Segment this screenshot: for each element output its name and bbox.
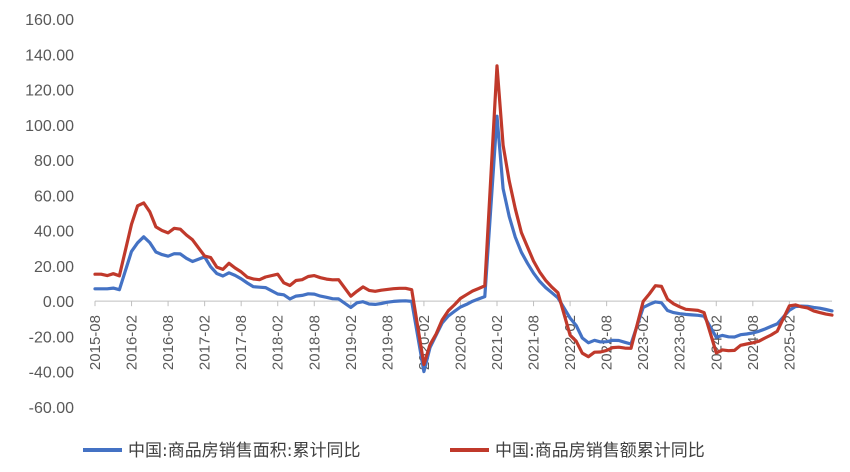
x-tick-label: 2021-02	[489, 315, 506, 370]
x-tick-label: 2020-08	[452, 315, 469, 370]
legend: 中国:商品房销售面积:累计同比 中国:商品房销售额累计同比	[83, 441, 705, 461]
y-tick-label: 20.00	[34, 259, 74, 276]
x-tick-label: 2019-02	[343, 315, 360, 370]
x-tick-label: 2016-02	[124, 315, 141, 370]
x-tick-label: 2025-02	[781, 315, 798, 370]
y-tick-label: -40.00	[29, 365, 74, 382]
y-tick-label: 100.00	[25, 118, 74, 135]
series-line-sales-area	[93, 114, 834, 374]
x-tick-label: 2023-08	[672, 315, 689, 370]
y-tick-label: 140.00	[25, 47, 74, 64]
x-axis-ticks: 2015-08 2016-02 2016-08 2017-02 2017-08 2018-…	[87, 301, 798, 370]
x-tick-label: 2022-02	[562, 315, 579, 370]
x-tick-label: 2021-08	[526, 315, 543, 370]
legend-label-sales-value: 中国:商品房销售额累计同比	[495, 441, 705, 461]
y-axis-ticks: -60.00 -40.00 -20.00 0.00 20.00 40.00 60.00 80.…	[25, 12, 74, 417]
x-tick-label: 2017-08	[233, 315, 250, 370]
y-tick-label: -20.00	[29, 329, 74, 346]
y-tick-label: 60.00	[34, 188, 74, 205]
legend-label-sales-area: 中国:商品房销售面积:累计同比	[128, 441, 360, 461]
x-tick-label: 2016-08	[160, 315, 177, 370]
series-line-sales-value	[93, 64, 834, 367]
x-tick-label: 2018-08	[306, 315, 323, 370]
x-tick-label: 2017-02	[197, 315, 214, 370]
y-tick-label: 40.00	[34, 224, 74, 241]
series-lines	[93, 64, 834, 374]
x-tick-label: 2015-08	[87, 315, 104, 370]
x-tick-label: 2018-02	[270, 315, 287, 370]
x-tick-label: 2024-02	[708, 315, 725, 370]
x-tick-label: 2023-02	[635, 315, 652, 370]
x-tick-label: 2019-08	[379, 315, 396, 370]
y-tick-label: -60.00	[29, 400, 74, 417]
y-tick-label: 160.00	[25, 12, 74, 29]
y-tick-label: 120.00	[25, 83, 74, 100]
y-tick-label: 0.00	[43, 294, 74, 311]
y-tick-label: 80.00	[34, 153, 74, 170]
